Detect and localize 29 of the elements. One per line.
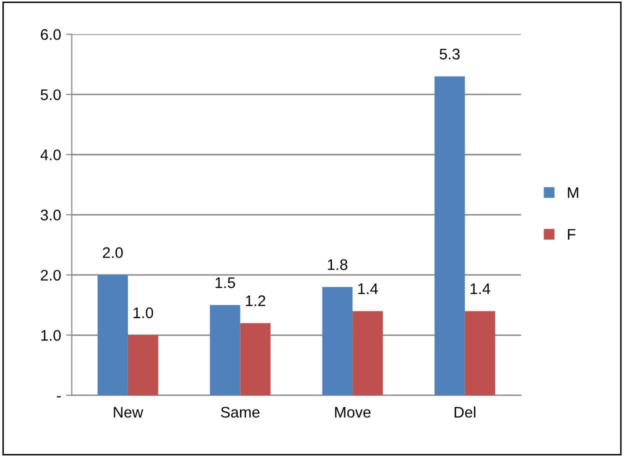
data-label: 2.0 [102, 247, 123, 258]
legend-label: M [568, 187, 578, 198]
y-tick-label: 2.0 [40, 270, 61, 281]
legend-label: F [568, 229, 576, 240]
data-label: 1.0 [134, 307, 154, 318]
data-label: 1.4 [470, 283, 490, 294]
bar [98, 274, 128, 396]
bar [210, 305, 240, 396]
bar [128, 335, 158, 396]
x-tick-label: Same [220, 406, 260, 418]
bar [434, 76, 465, 396]
data-label: 1.8 [328, 259, 348, 270]
y-tick-label: 5.0 [40, 89, 61, 100]
data-label: 1.4 [358, 283, 378, 294]
bar [352, 311, 383, 396]
data-label: 5.3 [440, 48, 460, 60]
y-tick-label: 3.0 [40, 210, 61, 220]
x-tick-label: Del [454, 406, 476, 418]
y-tick-label: 1.0 [41, 330, 61, 341]
data-label: 1.2 [246, 295, 266, 306]
bar [240, 323, 271, 396]
y-tick-label: - [56, 396, 61, 398]
bar [464, 311, 496, 396]
x-tick-label: New [114, 406, 144, 418]
y-tick-label: 6.0 [40, 29, 61, 40]
data-label: 1.5 [216, 277, 236, 288]
bar [322, 286, 353, 396]
x-tick-label: Move [335, 406, 371, 418]
y-tick-label: 4.0 [40, 149, 61, 160]
